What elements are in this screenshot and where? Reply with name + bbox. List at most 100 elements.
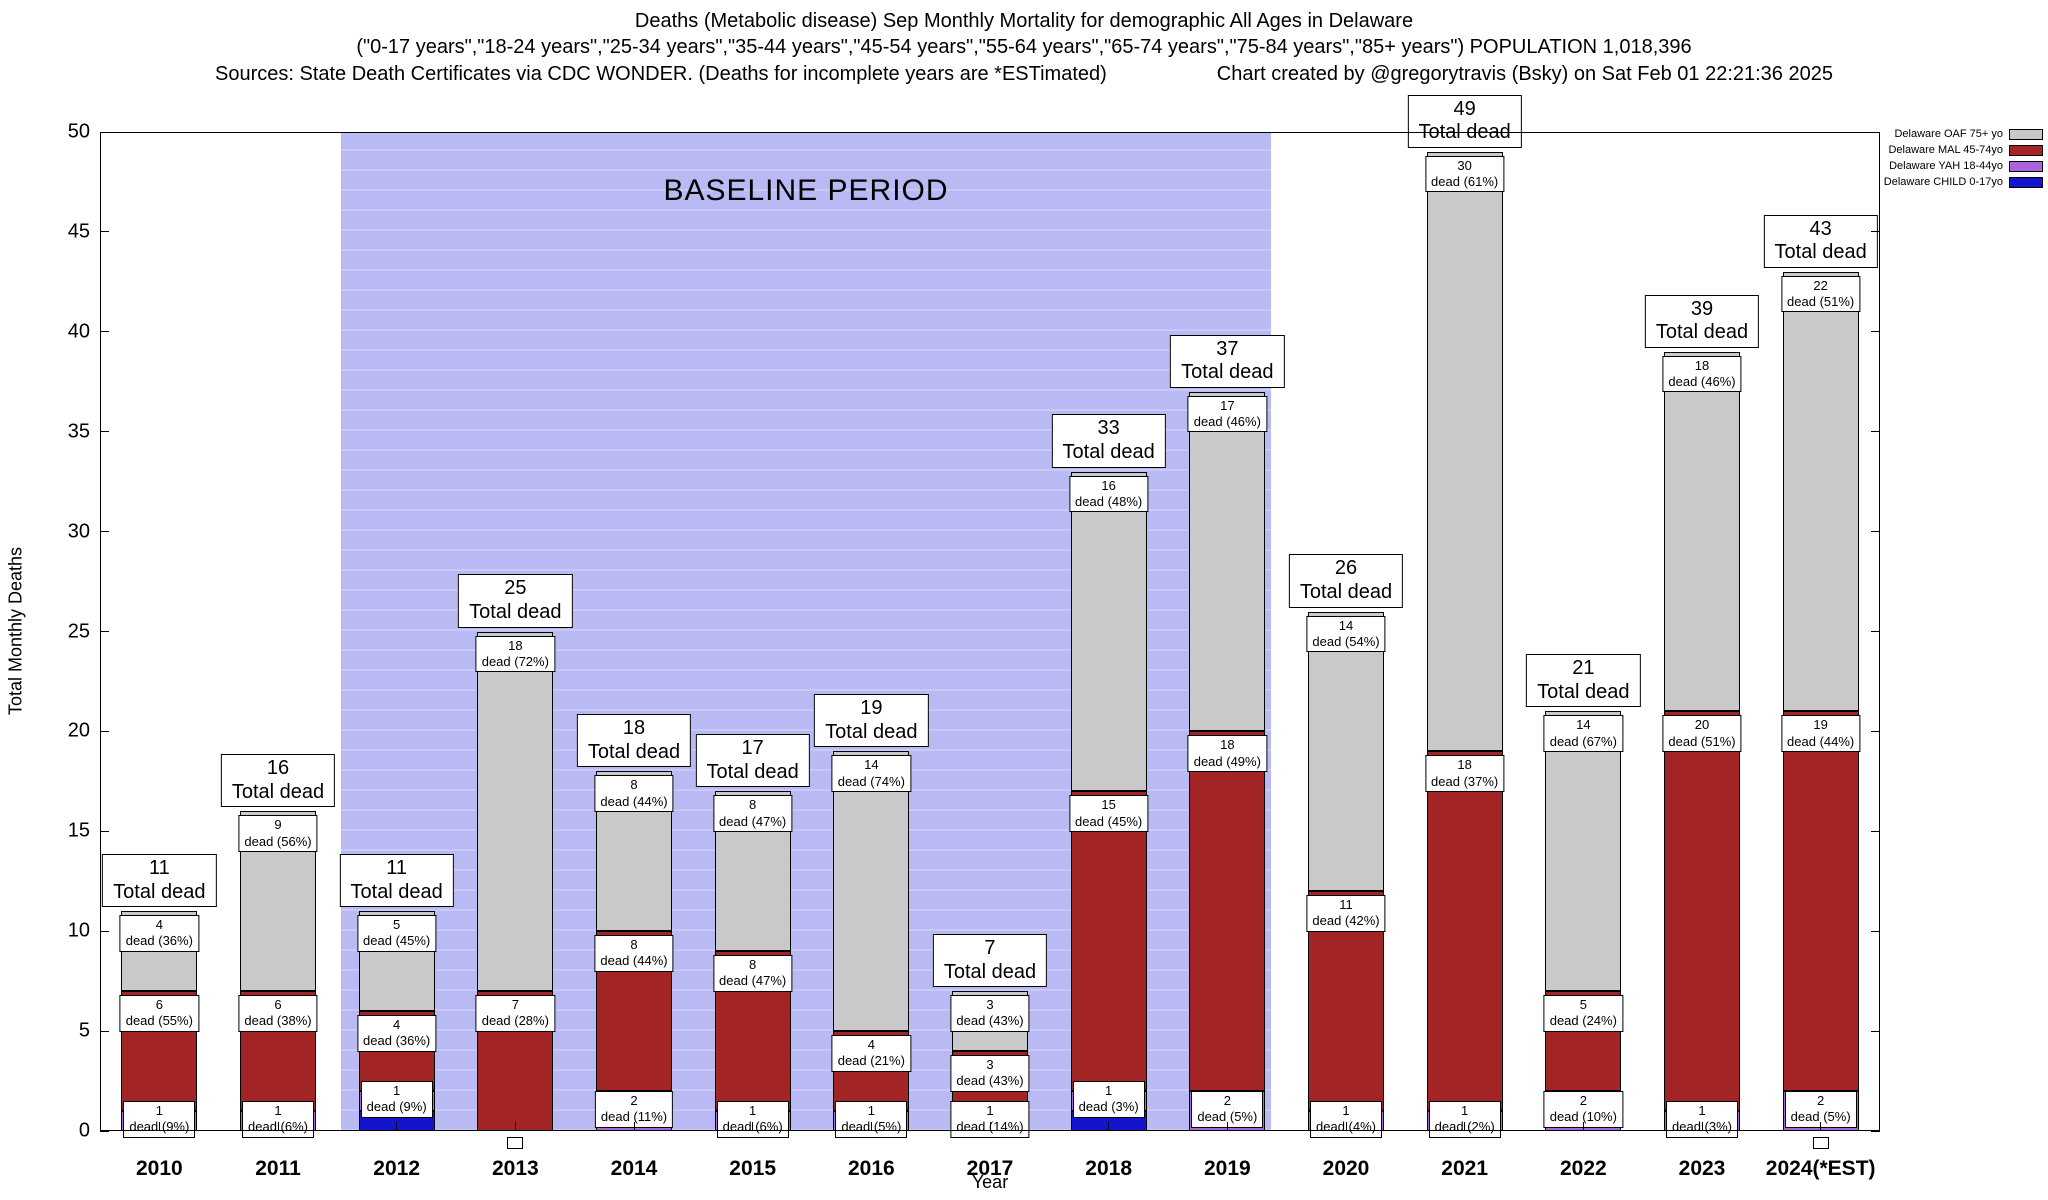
- x-tick-label: 2019: [1203, 1157, 1251, 1180]
- legend-label-mal: Delaware MAL 45-74yo: [1888, 144, 2003, 156]
- x-tick-label: 2018: [1085, 1157, 1133, 1180]
- y-axis-title: Total Monthly Deaths: [5, 546, 26, 716]
- x-tick-label: 2016: [847, 1157, 895, 1180]
- total-dead-label: 11 Total dead: [339, 854, 454, 908]
- y-axis-tick-mirror: [1871, 131, 1880, 133]
- x-tick-label: 2013: [491, 1157, 539, 1180]
- chart-title-line1: Deaths (Metabolic disease) Sep Monthly M…: [634, 10, 1414, 32]
- segment-label-oaf: 14 dead (74%): [831, 755, 911, 792]
- y-axis-tick: [100, 1130, 109, 1132]
- y-tick-label: 35: [67, 420, 90, 443]
- x-tick-label: 2017: [966, 1157, 1014, 1180]
- y-tick-label: 0: [78, 1119, 90, 1142]
- total-dead-label: 21 Total dead: [1526, 654, 1641, 708]
- total-dead-label: 49 Total dead: [1407, 94, 1522, 148]
- segment-label-mal: 7 dead (28%): [475, 995, 555, 1032]
- x-axis-tick: [1226, 1122, 1228, 1131]
- legend-swatch-oaf: [2009, 128, 2043, 140]
- x-axis-tick: [752, 1122, 754, 1131]
- bar-segment-oaf: [1070, 471, 1147, 792]
- x-tick-label: 2020: [1322, 1157, 1370, 1180]
- x-axis-tick: [989, 1122, 991, 1131]
- segment-label-oaf: 30 dead (61%): [1425, 155, 1505, 193]
- chart-title-line2: ("0-17 years","18-24 years","25-34 years…: [356, 36, 1692, 59]
- segment-label-mal: 18 dead (49%): [1187, 735, 1267, 772]
- total-dead-label: 25 Total dead: [458, 574, 573, 628]
- y-axis-tick: [100, 231, 109, 233]
- total-dead-label: 17 Total dead: [695, 734, 810, 788]
- total-dead-label: 33 Total dead: [1051, 414, 1166, 468]
- y-tick-label: 25: [67, 620, 90, 642]
- legend-item-mal: Delaware MAL 45-74yo: [1888, 144, 2043, 156]
- total-dead-label: 26 Total dead: [1288, 554, 1404, 608]
- segment-label-oaf: 4 dead (36%): [119, 915, 199, 952]
- bar-segment-mal: [1664, 711, 1740, 1111]
- legend-label-yah: Delaware YAH 18-44yo: [1889, 160, 2003, 172]
- total-dead-label: 43 Total dead: [1763, 214, 1878, 268]
- bar-segment-oaf: [1782, 271, 1859, 712]
- bar-segment-mal: [1189, 731, 1266, 1092]
- y-axis-tick: [100, 131, 109, 133]
- y-axis-tick: [100, 930, 109, 932]
- legend-swatch-mal: [2009, 144, 2043, 156]
- x-tick-label: 2023: [1678, 1157, 1726, 1180]
- bar-segment-oaf: [1545, 711, 1622, 992]
- y-axis-tick: [100, 531, 109, 533]
- segment-label-oaf: 14 dead (67%): [1543, 715, 1623, 752]
- segment-label-mal: 18 dead (37%): [1425, 755, 1505, 792]
- x-tick-label: 2022: [1559, 1157, 1607, 1180]
- legend-label-oaf: Delaware OAF 75+ yo: [1894, 128, 2003, 140]
- segment-label-mal: 3 dead (43%): [950, 1055, 1030, 1092]
- segment-label-oaf: 16 dead (48%): [1069, 475, 1149, 513]
- y-axis-tick-mirror: [1871, 830, 1880, 832]
- plot-area: BASELINE PERIOD 0 5 10 15 20 25 30 35 40 45 50 2010…: [68, 94, 1880, 1180]
- segment-label-mal: 8 dead (47%): [713, 955, 793, 992]
- x-tick-label: 2010: [135, 1157, 183, 1180]
- segment-label-oaf: 8 dead (47%): [713, 795, 793, 832]
- zero-deaths-marker: [507, 1137, 524, 1149]
- x-tick-label: 2021: [1441, 1157, 1489, 1180]
- y-tick-label: 10: [67, 919, 90, 942]
- segment-label-yah: 1 dead (6%): [242, 1101, 314, 1138]
- x-axis-tick: [277, 1122, 279, 1131]
- segment-label-yah: 2 dead (5%): [1784, 1091, 1857, 1128]
- segment-label-oaf: 14 dead (54%): [1306, 615, 1386, 653]
- y-axis-tick-mirror: [1871, 331, 1880, 333]
- baseline-period-label: BASELINE PERIOD: [663, 174, 949, 207]
- segment-label-oaf: 9 dead (56%): [238, 815, 318, 852]
- segment-label-yah: 1 dead (4%): [1310, 1101, 1382, 1138]
- segment-label-yah: 1 dead (14%): [950, 1101, 1030, 1138]
- total-dead-label: 37 Total dead: [1170, 334, 1285, 388]
- segment-label-oaf: 5 dead (45%): [357, 915, 437, 952]
- x-axis-tick: [1345, 1122, 1347, 1131]
- x-tick-label: 2024(*EST): [1765, 1157, 1876, 1180]
- y-axis-tick: [100, 1030, 109, 1032]
- segment-label-yah: 1 dead (5%): [835, 1101, 908, 1138]
- y-tick-label: 40: [67, 320, 90, 343]
- x-axis-tick: [158, 1122, 160, 1131]
- y-axis-tick-mirror: [1871, 730, 1880, 732]
- segment-label-mal: 5 dead (24%): [1543, 995, 1623, 1032]
- segment-label-mal: 6 dead (38%): [238, 995, 318, 1032]
- y-tick-label: 30: [67, 520, 90, 543]
- segment-label-oaf: 18 dead (46%): [1662, 355, 1742, 393]
- bar-segment-oaf: [477, 631, 554, 992]
- zero-deaths-marker: [1812, 1137, 1829, 1149]
- y-axis-tick: [100, 431, 109, 433]
- x-axis-tick: [1820, 1122, 1822, 1131]
- y-tick-label: 50: [67, 120, 90, 143]
- y-axis-tick-mirror: [1871, 1130, 1880, 1132]
- total-dead-label: 19 Total dead: [814, 694, 929, 748]
- total-dead-label: 39 Total dead: [1644, 294, 1760, 348]
- bar-segment-mal: [1782, 711, 1859, 1092]
- total-dead-label: 16 Total dead: [220, 754, 336, 808]
- bar-segment-mal: [1070, 791, 1147, 1092]
- y-axis-tick-mirror: [1871, 231, 1880, 233]
- x-axis-title: Year: [971, 1172, 1009, 1192]
- total-dead-label: 7 Total dead: [932, 933, 1048, 988]
- bar-segment-oaf: [1426, 151, 1503, 752]
- segment-label-mal: 15 dead (45%): [1069, 795, 1149, 832]
- y-axis-tick-mirror: [1871, 1030, 1880, 1032]
- x-axis-tick: [1108, 1122, 1110, 1131]
- segment-label-yah: 1 dead (3%): [1072, 1081, 1145, 1118]
